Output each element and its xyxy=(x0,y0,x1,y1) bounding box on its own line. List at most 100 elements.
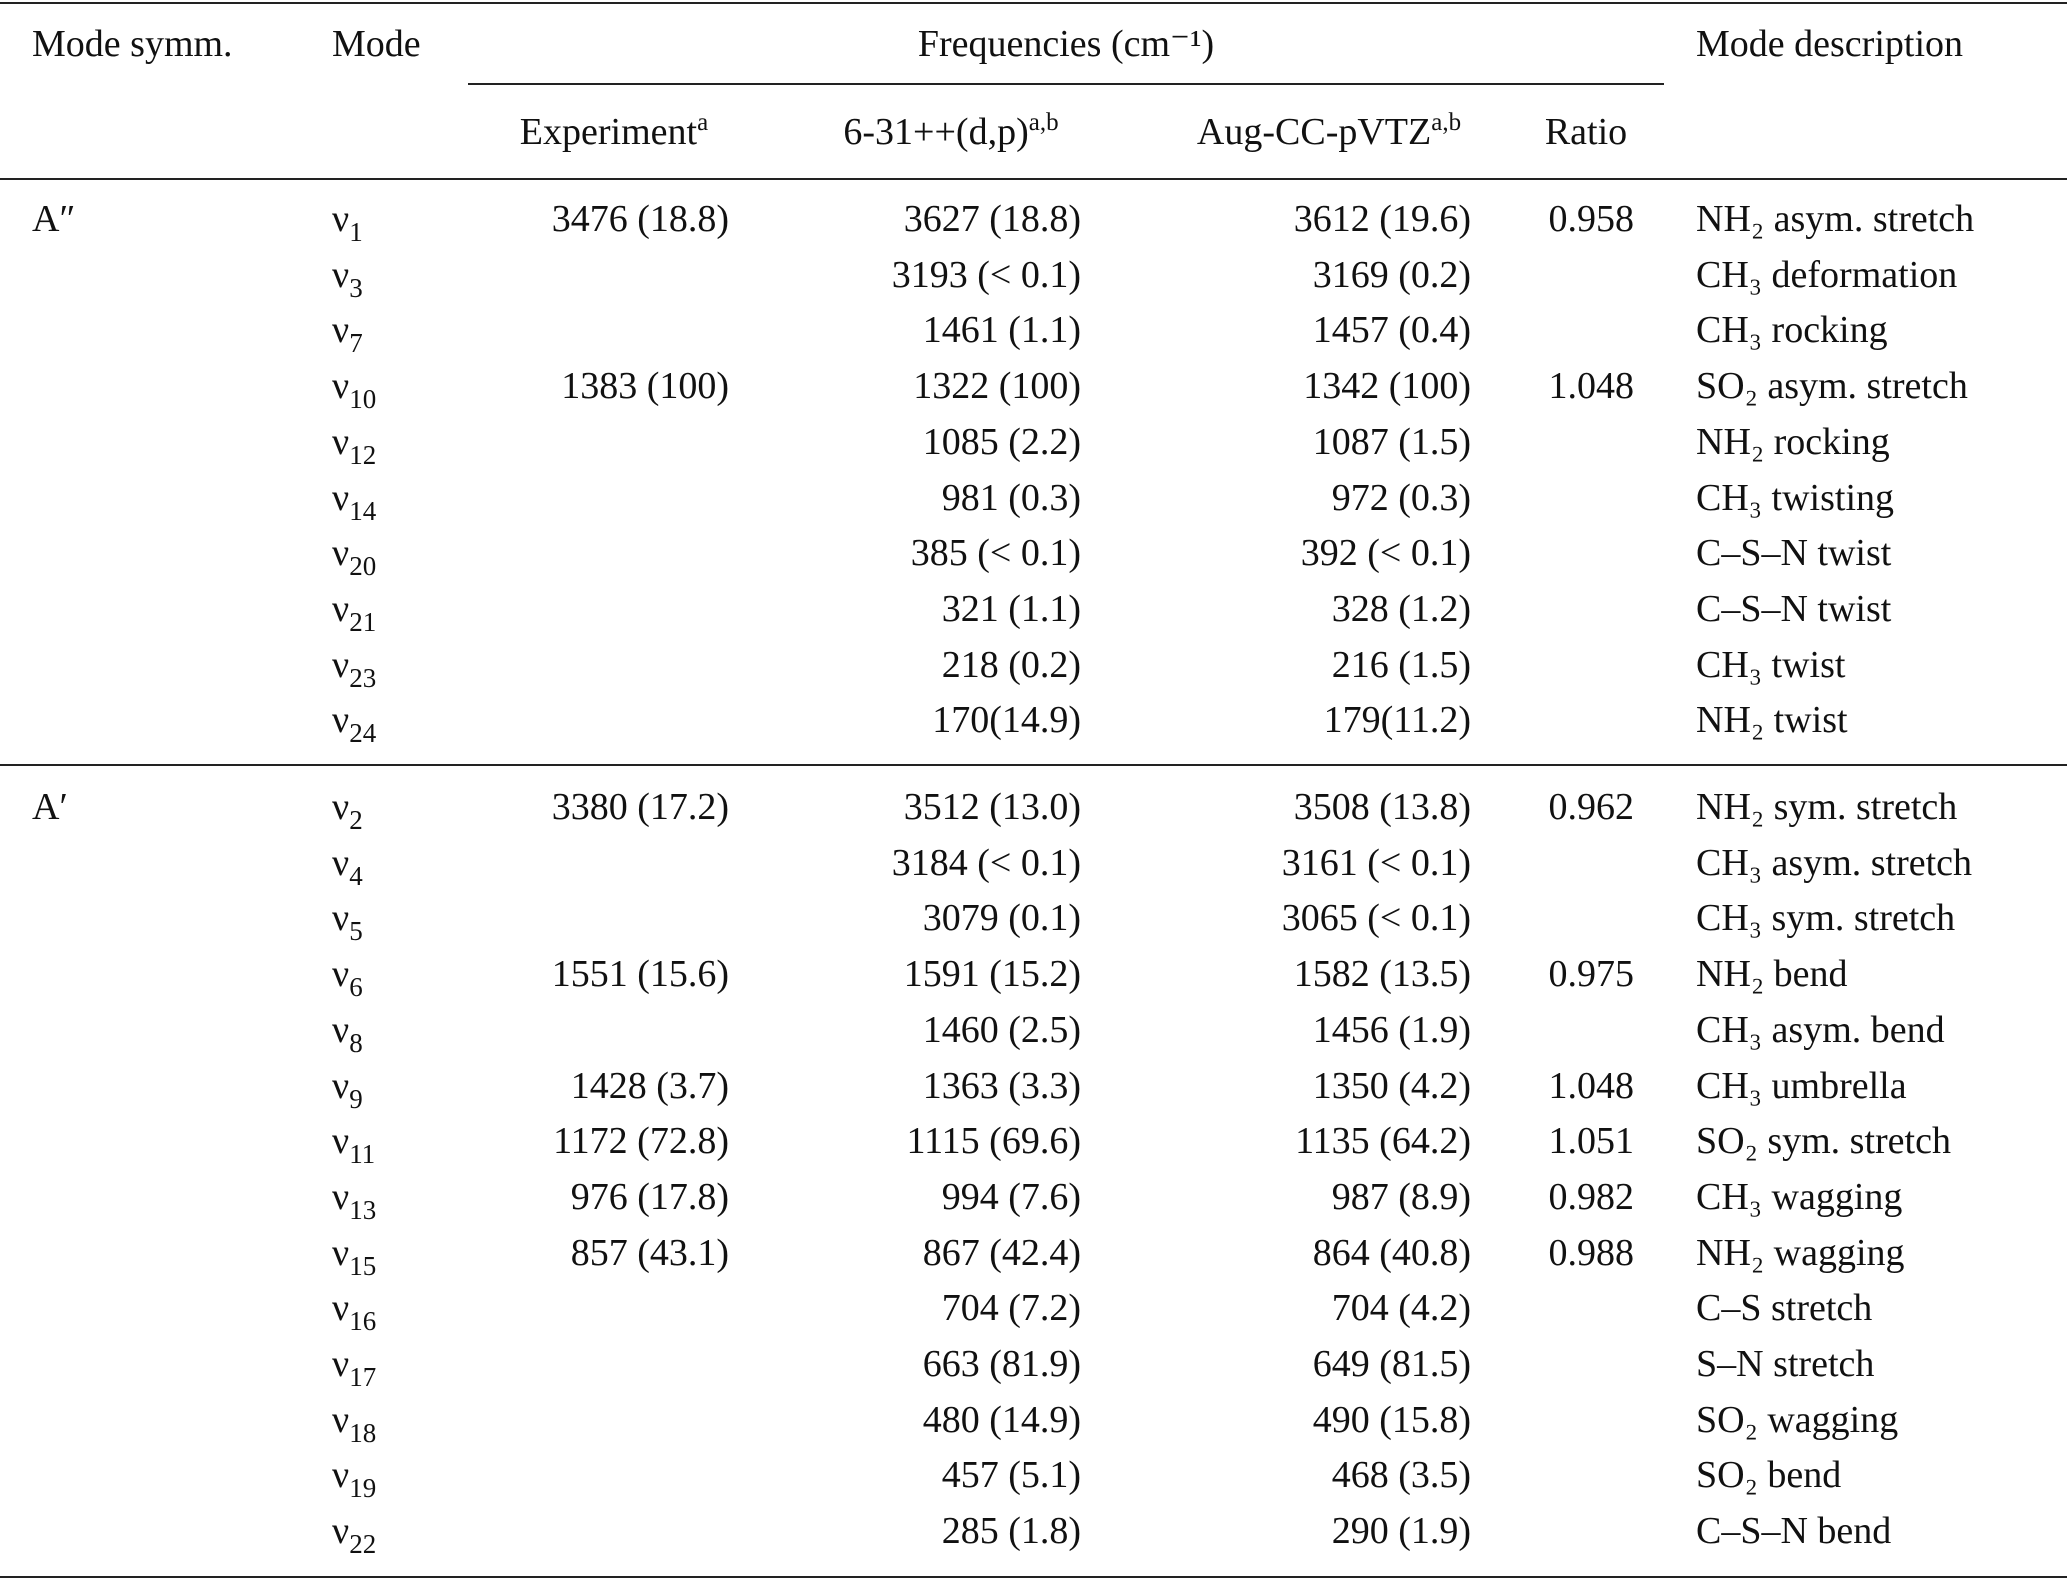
description-cell: NH₂ twist xyxy=(1696,699,1848,742)
subscript: 11 xyxy=(349,1139,376,1170)
value-cell: 468 (3.5) xyxy=(1331,1454,1471,1497)
mode-cell: ν22 xyxy=(332,1506,376,1558)
value-cell: 1591 (15.2) xyxy=(903,953,1081,996)
header-cell: Mode symm. xyxy=(32,23,233,65)
description-cell: CH₃ asym. stretch xyxy=(1696,841,1973,884)
mode-cell: ν16 xyxy=(332,1283,376,1335)
mode-cell: ν2 xyxy=(332,782,363,835)
value-cell: 3184 (< 0.1) xyxy=(891,841,1081,884)
subscript: 3 xyxy=(349,272,363,303)
description-cell: SO₂ sym. stretch xyxy=(1696,1120,1951,1163)
subscript: 1 xyxy=(349,217,363,247)
mode-cell: ν10 xyxy=(332,361,376,413)
text: Experiment xyxy=(519,111,698,153)
text: ν xyxy=(332,699,350,742)
superscript: a xyxy=(697,109,709,136)
value-cell: 1.051 xyxy=(1548,1120,1635,1163)
subscript: 14 xyxy=(349,495,377,526)
subheader-cell: Ratio xyxy=(1544,111,1628,153)
description-cell: CH₃ umbrella xyxy=(1696,1064,1907,1107)
value-cell: 1551 (15.6) xyxy=(551,953,729,996)
subscript: 15 xyxy=(349,1250,377,1281)
subscript: 2 xyxy=(349,805,363,835)
mode-cell: ν5 xyxy=(332,893,363,945)
text: ν xyxy=(332,1398,350,1441)
group-rule xyxy=(0,764,2067,766)
value-cell: 392 (< 0.1) xyxy=(1300,532,1471,575)
subscript: 7 xyxy=(349,328,363,359)
text: ν xyxy=(332,476,350,519)
symmetry-label: A′ xyxy=(32,786,68,828)
value-cell: 170(14.9) xyxy=(932,699,1081,742)
text: ν xyxy=(332,1008,350,1051)
description-cell: SO₂ asym. stretch xyxy=(1696,365,1968,408)
top-rule xyxy=(0,2,2067,4)
text: ν xyxy=(332,1454,350,1497)
subscript: 21 xyxy=(349,606,377,637)
text: ν xyxy=(332,1064,350,1107)
description-cell: SO₂ wagging xyxy=(1696,1398,1899,1441)
value-cell: 0.958 xyxy=(1548,198,1635,240)
description-cell: NH₂ rocking xyxy=(1696,420,1890,463)
value-cell: 3161 (< 0.1) xyxy=(1281,841,1471,884)
mode-cell: ν17 xyxy=(332,1339,376,1391)
header-cell: Frequencies (cm⁻¹) xyxy=(917,23,1215,65)
value-cell: 218 (0.2) xyxy=(941,643,1081,686)
text: 6-31++(d,p) xyxy=(843,111,1029,153)
value-cell: 994 (7.6) xyxy=(941,1175,1081,1218)
value-cell: 385 (< 0.1) xyxy=(910,532,1081,575)
value-cell: 976 (17.8) xyxy=(570,1175,729,1218)
value-cell: 216 (1.5) xyxy=(1331,643,1471,686)
description-cell: CH₃ deformation xyxy=(1696,253,1958,296)
subscript: 24 xyxy=(349,718,377,749)
header-cell: Mode description xyxy=(1696,23,1964,65)
value-cell: 857 (43.1) xyxy=(570,1231,729,1274)
text: ν xyxy=(332,1343,350,1385)
mode-cell: ν6 xyxy=(332,949,363,1001)
text: ν xyxy=(332,420,350,463)
description-cell: C–S–N twist xyxy=(1696,587,1892,630)
value-cell: 285 (1.8) xyxy=(941,1510,1081,1553)
value-cell: 290 (1.9) xyxy=(1331,1510,1471,1553)
value-cell: 864 (40.8) xyxy=(1312,1231,1471,1274)
mode-cell: ν11 xyxy=(332,1116,376,1170)
mode-cell: ν8 xyxy=(332,1005,363,1057)
value-cell: 321 (1.1) xyxy=(941,587,1081,630)
mode-cell: ν24 xyxy=(332,695,377,749)
subscript: 20 xyxy=(349,551,377,582)
description-cell: CH₃ wagging xyxy=(1696,1175,1903,1218)
subscript: 9 xyxy=(349,1083,363,1114)
mode-cell: ν4 xyxy=(332,838,363,891)
value-cell: 987 (8.9) xyxy=(1331,1175,1471,1218)
mode-cell: ν13 xyxy=(332,1172,376,1224)
value-cell: 704 (4.2) xyxy=(1331,1287,1471,1330)
value-cell: 1342 (100) xyxy=(1303,365,1471,408)
value-cell: 1087 (1.5) xyxy=(1312,420,1471,463)
mode-cell: ν15 xyxy=(332,1228,377,1281)
text: ν xyxy=(332,198,350,240)
value-cell: 1350 (4.2) xyxy=(1312,1064,1471,1107)
text: ν xyxy=(332,897,350,940)
value-cell: 3169 (0.2) xyxy=(1312,253,1471,296)
description-cell: CH₃ rocking xyxy=(1696,309,1888,352)
subscript: 23 xyxy=(349,662,377,693)
mode-cell: ν18 xyxy=(332,1395,377,1448)
subscript: 18 xyxy=(349,1417,377,1448)
description-cell: C–S–N bend xyxy=(1696,1510,1892,1553)
subheader-cell: Aug-CC-pVTZa,b xyxy=(1197,107,1461,157)
mode-cell: ν23 xyxy=(332,640,377,693)
description-cell: S–N stretch xyxy=(1696,1343,1875,1385)
description-cell: CH₃ asym. bend xyxy=(1696,1008,1945,1051)
value-cell: 972 (0.3) xyxy=(1331,476,1471,519)
description-cell: C–S–N twist xyxy=(1696,532,1892,575)
value-cell: 1460 (2.5) xyxy=(922,1008,1081,1051)
superscript: a,b xyxy=(1431,109,1462,136)
description-cell: SO₂ bend xyxy=(1696,1454,1842,1497)
value-cell: 1363 (3.3) xyxy=(922,1064,1081,1107)
value-cell: 1115 (69.6) xyxy=(906,1120,1082,1163)
value-cell: 0.975 xyxy=(1548,953,1635,996)
description-cell: C–S stretch xyxy=(1696,1287,1873,1330)
subscript: 4 xyxy=(349,860,363,891)
mode-cell: ν21 xyxy=(332,584,377,637)
